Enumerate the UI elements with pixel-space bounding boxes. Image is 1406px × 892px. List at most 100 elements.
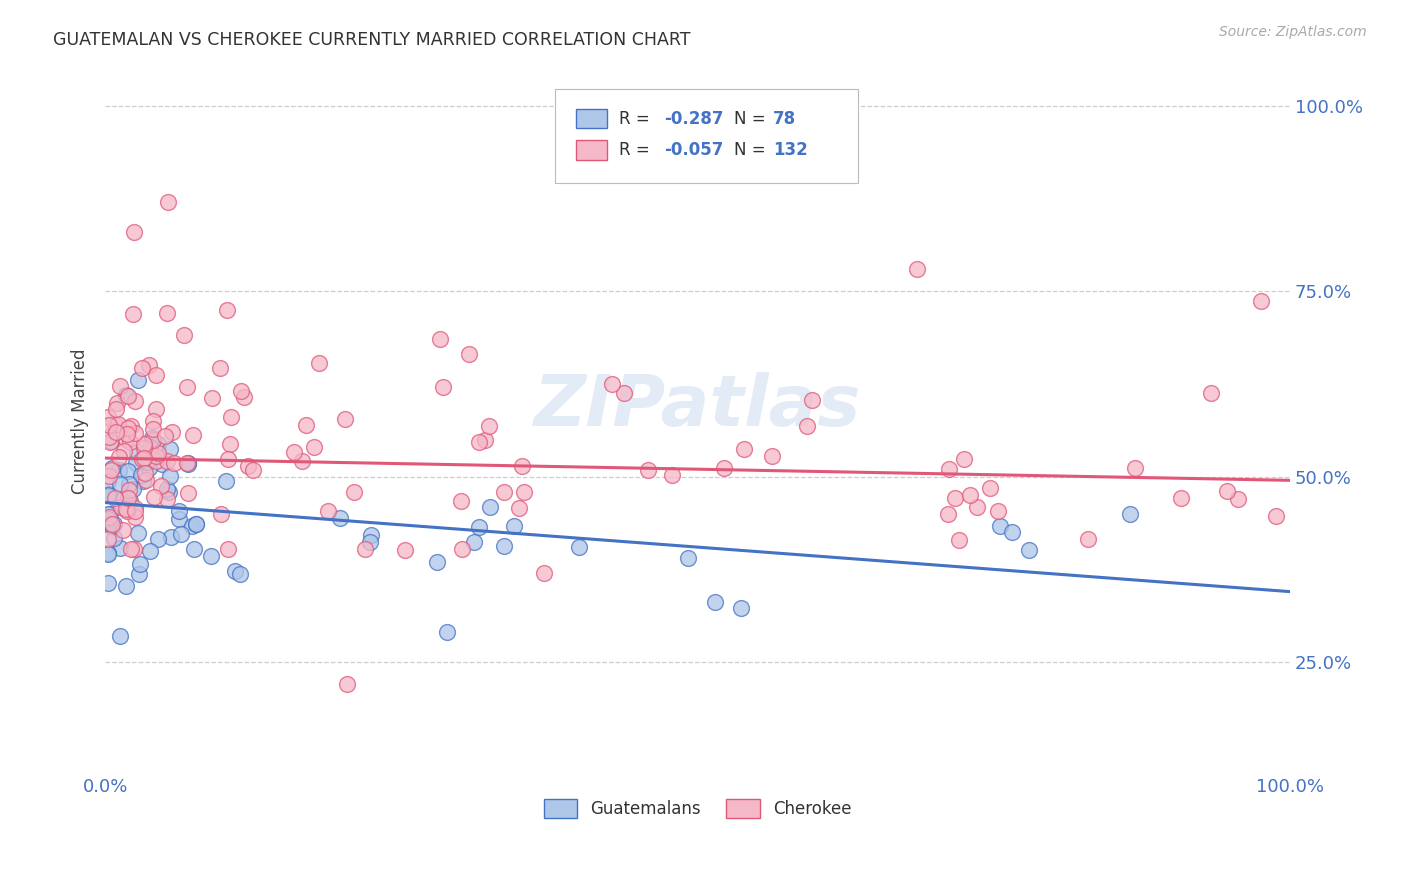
Text: N =: N = [734,110,770,128]
Point [138,440,160,454]
Point [333,412,356,426]
Legend: Guatemalans, Cherokee: Guatemalans, Cherokee [537,792,858,825]
Point [513,484,536,499]
Point [103,418,125,433]
Point [101,460,124,475]
Point [108,477,131,491]
Point [467,520,489,534]
Point [295,418,318,433]
Point [308,356,330,370]
Point [703,595,725,609]
Point [108,541,131,555]
Point [503,519,526,533]
Point [600,376,623,391]
Point [176,457,198,471]
Point [142,414,165,428]
Point [97,417,120,432]
Point [134,467,156,481]
Point [114,501,136,516]
Point [661,468,683,483]
Point [118,477,141,491]
Point [108,450,131,464]
Point [124,510,146,524]
Point [494,485,516,500]
Point [124,500,146,515]
Point [761,449,783,463]
Point [342,485,364,500]
Point [97,488,120,502]
Point [100,507,122,521]
Point [359,535,381,549]
Y-axis label: Currently Married: Currently Married [72,348,89,494]
Text: -0.287: -0.287 [664,110,723,128]
Point [98,434,121,449]
Point [177,456,200,470]
Text: 78: 78 [773,110,796,128]
Text: N =: N = [734,141,770,159]
Point [1265,509,1288,524]
Point [97,507,120,521]
Point [733,442,755,456]
Point [291,453,314,467]
Point [117,389,139,403]
Point [176,380,198,394]
Point [101,517,124,532]
Point [138,358,160,372]
Point [157,195,180,210]
Point [104,491,127,505]
Point [1199,385,1222,400]
Point [170,526,193,541]
Point [112,491,135,505]
Point [121,307,143,321]
Point [139,544,162,558]
Point [394,542,416,557]
Point [155,428,177,442]
Point [450,494,472,508]
Point [105,425,128,440]
Point [108,379,131,393]
Point [1077,533,1099,547]
Point [1018,543,1040,558]
Point [988,519,1011,533]
Point [228,566,250,581]
Point [97,509,120,524]
Point [183,541,205,556]
Point [132,437,155,451]
Point [118,483,141,497]
Point [159,442,181,457]
Point [97,533,120,547]
Point [127,525,149,540]
Point [145,368,167,382]
Point [97,410,120,425]
Point [329,510,352,524]
Point [97,575,120,590]
Point [236,459,259,474]
Point [124,504,146,518]
Point [458,347,481,361]
Point [105,396,128,410]
Point [97,474,120,488]
Point [138,460,160,475]
Point [959,488,981,502]
Point [432,380,454,394]
Point [98,430,121,444]
Point [948,533,970,547]
Point [103,517,125,532]
Text: Source: ZipAtlas.com: Source: ZipAtlas.com [1219,25,1367,39]
Point [136,455,159,469]
Point [1001,524,1024,539]
Point [108,629,131,643]
Point [730,601,752,615]
Point [103,531,125,545]
Point [354,541,377,556]
Point [146,437,169,451]
Point [426,555,449,569]
Point [1250,293,1272,308]
Point [132,451,155,466]
Point [122,225,145,239]
Point [474,434,496,448]
Point [115,432,138,446]
Point [533,566,555,581]
Point [201,391,224,405]
Point [101,518,124,533]
